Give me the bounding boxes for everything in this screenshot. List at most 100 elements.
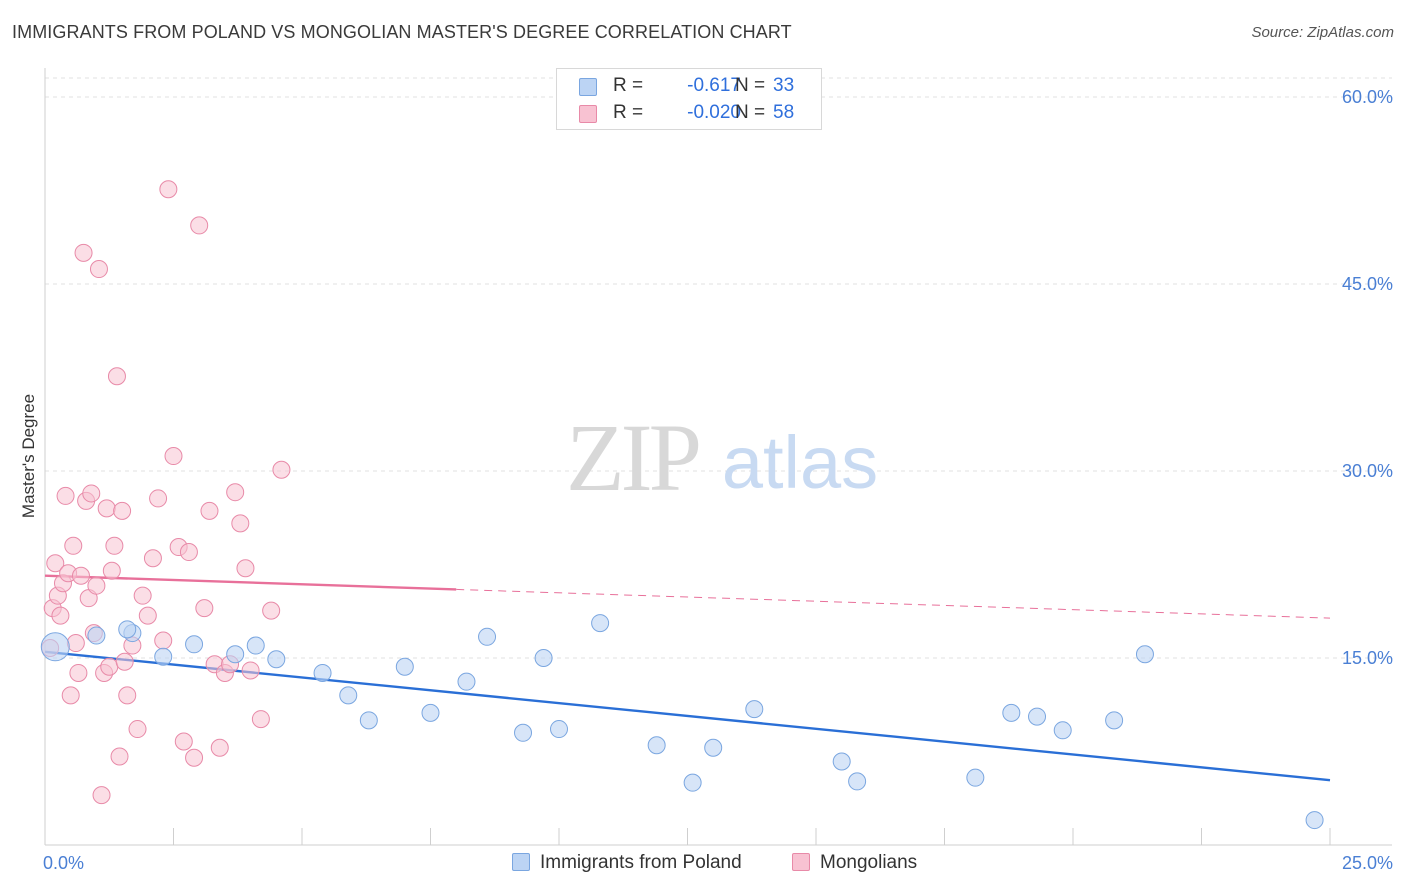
mongolians-point bbox=[66, 634, 85, 653]
watermark-atlas: atlas bbox=[722, 421, 878, 504]
x-tick-label: 0.0% bbox=[43, 853, 84, 873]
mongolians-point bbox=[118, 686, 137, 705]
mongolians-point bbox=[105, 536, 124, 555]
mongolians-point bbox=[51, 606, 70, 625]
poland-swatch bbox=[579, 78, 597, 96]
poland-point bbox=[267, 650, 286, 669]
poland-point bbox=[534, 649, 553, 667]
poland-point bbox=[848, 772, 867, 791]
poland-point bbox=[591, 614, 610, 633]
mongolians-point bbox=[159, 180, 178, 199]
mongolians-point bbox=[236, 559, 255, 578]
poland-points bbox=[40, 614, 1324, 830]
y-tick-label: 60.0% bbox=[1342, 87, 1393, 107]
mongolians-point bbox=[241, 661, 260, 680]
bottom-legend-poland: Immigrants from Poland bbox=[512, 852, 742, 874]
mongolians-point bbox=[195, 599, 214, 618]
mongolians-point bbox=[100, 657, 119, 676]
poland-point bbox=[457, 672, 476, 691]
poland-n-label: N = bbox=[735, 75, 766, 96]
chart-title: IMMIGRANTS FROM POLAND VS MONGOLIAN MAST… bbox=[12, 22, 792, 42]
bottom-poland-label: Immigrants from Poland bbox=[540, 852, 742, 873]
bottom-mongolians-label: Mongolians bbox=[820, 852, 918, 873]
mongolians-point bbox=[179, 543, 198, 562]
poland-point bbox=[550, 720, 568, 739]
poland-point bbox=[1135, 645, 1154, 664]
watermark-zip: ZIP bbox=[566, 404, 699, 511]
mongolians-r-label: R = bbox=[613, 102, 644, 123]
mongolians-n-label: N = bbox=[735, 102, 766, 123]
mongolians-swatch bbox=[579, 105, 597, 123]
poland-point bbox=[246, 636, 265, 655]
mongolians-point bbox=[133, 586, 152, 605]
poland-point bbox=[1028, 707, 1047, 726]
mongolians-point bbox=[262, 601, 281, 620]
mongolians-point bbox=[200, 501, 219, 520]
poland-point bbox=[704, 738, 723, 757]
mongolians-r-value: -0.020 bbox=[687, 102, 741, 123]
poland-point bbox=[87, 626, 106, 645]
mongolians-point bbox=[89, 260, 108, 279]
trend-lines bbox=[44, 574, 1331, 782]
poland-point bbox=[1105, 711, 1124, 730]
mongolians-point bbox=[71, 566, 90, 585]
mongolians-point bbox=[87, 576, 106, 595]
watermark: ZIP atlas bbox=[566, 404, 878, 511]
x-tick-labels: 0.0% 25.0% bbox=[43, 853, 1393, 873]
mongolians-point bbox=[74, 243, 93, 262]
poland-point bbox=[339, 686, 358, 705]
poland-point bbox=[683, 773, 702, 792]
source-label: Source: ZipAtlas.com bbox=[1251, 24, 1394, 41]
x-tick-label: 25.0% bbox=[1342, 853, 1393, 873]
poland-point bbox=[226, 645, 245, 664]
poland-point bbox=[745, 700, 764, 719]
poland-point bbox=[118, 620, 137, 639]
mongolians-point bbox=[154, 631, 173, 650]
poland-point bbox=[832, 752, 851, 771]
mongolians-point bbox=[107, 367, 126, 386]
poland-point bbox=[40, 632, 70, 662]
mongolians-point bbox=[46, 554, 65, 573]
bottom-poland-swatch bbox=[512, 853, 530, 871]
mongolians-point bbox=[110, 747, 129, 766]
mongolians-point bbox=[185, 748, 204, 767]
y-tick-label: 30.0% bbox=[1342, 461, 1393, 481]
poland-point bbox=[1002, 703, 1021, 722]
poland-point bbox=[1305, 811, 1324, 830]
mongolians-point bbox=[190, 216, 209, 235]
poland-point bbox=[514, 723, 533, 742]
mongolians-point bbox=[97, 499, 116, 518]
poland-point bbox=[478, 627, 497, 646]
mongolians-point bbox=[143, 549, 162, 568]
mongolians-point bbox=[164, 447, 183, 466]
y-tick-label: 45.0% bbox=[1342, 274, 1393, 294]
poland-point bbox=[154, 647, 173, 666]
mongolians-point bbox=[64, 536, 83, 555]
y-tick-labels: 15.0% 30.0% 45.0% 60.0% bbox=[1342, 87, 1393, 668]
y-tick-label: 15.0% bbox=[1342, 648, 1393, 668]
poland-point bbox=[313, 663, 332, 682]
mongolians-points bbox=[41, 180, 291, 805]
bottom-legend-mongolians: Mongolians bbox=[792, 852, 917, 874]
mongolians-point bbox=[113, 501, 132, 520]
poland-point bbox=[1053, 721, 1072, 740]
y-axis-label: Master's Degree bbox=[19, 394, 38, 518]
poland-r-label: R = bbox=[613, 75, 644, 96]
poland-n-value: 33 bbox=[773, 75, 795, 96]
poland-point bbox=[966, 768, 985, 787]
poland-point bbox=[647, 736, 666, 755]
mongolians-point bbox=[251, 710, 270, 729]
mongolians-point bbox=[174, 732, 193, 751]
poland-point bbox=[395, 657, 414, 676]
mongolians-point bbox=[115, 652, 134, 671]
mongolians-trendline-dashed bbox=[456, 588, 1331, 619]
mongolians-point bbox=[226, 483, 245, 502]
mongolians-point bbox=[138, 606, 157, 625]
poland-trendline bbox=[44, 650, 1331, 782]
poland-r-value: -0.617 bbox=[687, 75, 741, 96]
mongolians-n-value: 58 bbox=[773, 102, 795, 123]
mongolians-point bbox=[82, 484, 101, 503]
mongolians-point bbox=[272, 460, 291, 479]
mongolians-point bbox=[231, 514, 250, 533]
